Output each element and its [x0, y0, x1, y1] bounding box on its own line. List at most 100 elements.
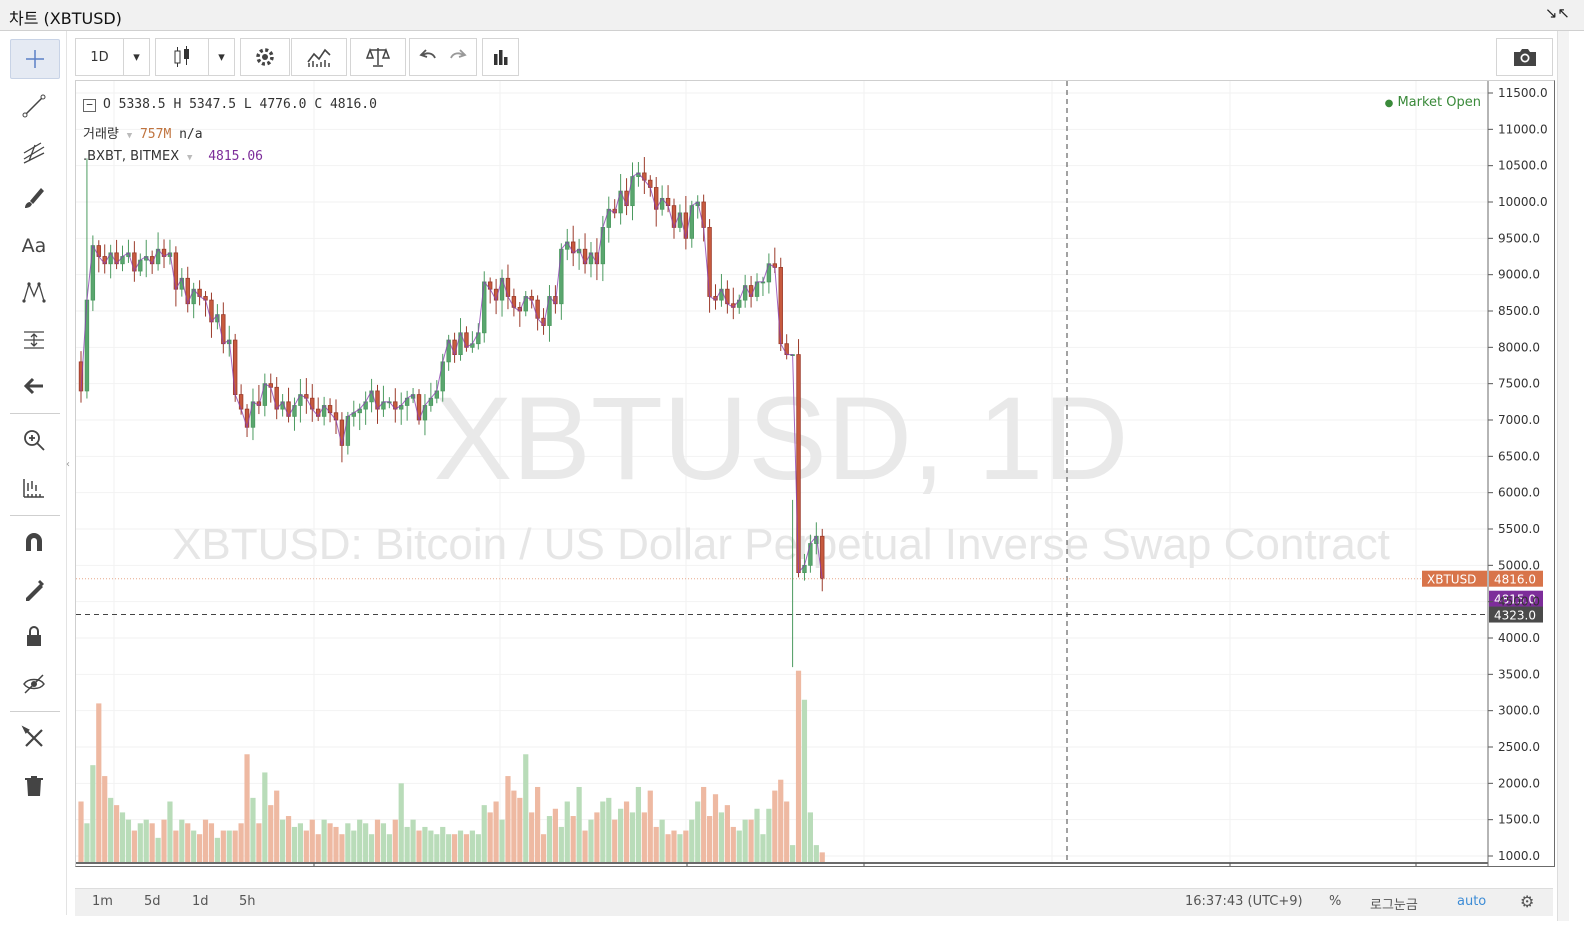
volume-bar [238, 823, 244, 862]
trend-line-icon[interactable] [10, 87, 58, 125]
text-icon[interactable]: Aa [21, 235, 47, 257]
ruler-icon[interactable] [10, 469, 58, 507]
volume-bar [434, 834, 440, 862]
indicators-icon[interactable] [291, 38, 347, 76]
volume-na: n/a [179, 127, 203, 142]
volume-bar [368, 834, 375, 862]
volume-bar [517, 797, 523, 862]
compare-icon[interactable] [350, 38, 406, 76]
candles [78, 157, 825, 668]
magnet-icon[interactable] [10, 523, 58, 561]
volume-bar [813, 845, 819, 862]
brush-icon[interactable] [10, 179, 58, 217]
back-arrow-icon[interactable] [10, 367, 58, 405]
camera-icon[interactable] [1496, 38, 1553, 76]
volume-bar [90, 765, 96, 862]
zoom-in-icon[interactable] [10, 421, 58, 459]
volume-bar [280, 819, 286, 862]
percent-toggle[interactable]: % [1329, 894, 1342, 909]
lock-icon[interactable] [10, 617, 58, 655]
volume-bar [102, 776, 108, 862]
volume-bar [309, 819, 315, 862]
volume-bar [784, 801, 790, 862]
volume-bar [629, 812, 636, 862]
volume-bar [422, 826, 428, 862]
volume-bar [113, 805, 120, 862]
range-5h[interactable]: 5h [239, 894, 256, 909]
scrollbar[interactable] [1557, 31, 1569, 921]
crosshair-icon[interactable] [10, 39, 60, 79]
pitchfork-icon[interactable] [10, 133, 58, 171]
undo-icon[interactable] [418, 48, 436, 66]
gear-icon[interactable] [240, 38, 290, 76]
range-1m[interactable]: 1m [92, 894, 113, 909]
log-scale-toggle[interactable]: 로그눈금 [1370, 898, 1418, 913]
volume-bar [410, 819, 416, 862]
volume-bar [659, 819, 665, 862]
volume-bar [137, 823, 143, 862]
volume-bar [540, 834, 547, 862]
price-chart[interactable]: XBTUSD, 1D XBTUSD: Bitcoin / US Dollar P… [76, 81, 1554, 866]
chevron-down-icon[interactable]: ▼ [126, 131, 133, 141]
clock: 16:37:43 (UTC+9) [1185, 894, 1303, 909]
bar-chart-icon[interactable] [482, 38, 519, 76]
legend-collapse-icon[interactable]: − [83, 99, 96, 112]
volume-bar [570, 816, 576, 862]
volume-bar [535, 786, 541, 862]
volume-bar [618, 808, 624, 862]
volume-bar [274, 790, 280, 862]
collapse-arrows-icon[interactable]: ↘↖ [1544, 4, 1570, 22]
y-tick-label: 11000.0 [1498, 122, 1548, 136]
last-price-tag-bg [1489, 570, 1543, 587]
volume-bar [167, 801, 173, 862]
volume-bar [795, 670, 802, 862]
candle-style-icon[interactable] [155, 38, 209, 76]
tools-icon[interactable] [10, 719, 58, 757]
interval-button[interactable]: 1D [75, 38, 124, 76]
y-tick-label: 4000.0 [1498, 631, 1540, 645]
volume-bar [380, 823, 387, 862]
hide-icon[interactable] [10, 665, 58, 703]
volume-bar [748, 819, 754, 862]
auto-scale-toggle[interactable]: auto [1457, 894, 1487, 909]
range-5d[interactable]: 5d [144, 894, 161, 909]
volume-bar [790, 845, 796, 862]
pencil-lock-icon[interactable] [10, 571, 58, 609]
volume-bar [475, 834, 481, 862]
volume-bar [451, 834, 458, 862]
volume-bar [695, 801, 701, 862]
watermark-description: XBTUSD: Bitcoin / US Dollar Perpetual In… [172, 520, 1390, 569]
volume-bar [244, 754, 250, 862]
bottom-bar: 1m 5d 1d 5h 16:37:43 (UTC+9) % 로그눈금 auto… [75, 888, 1553, 916]
redo-icon[interactable] [450, 48, 468, 66]
volume-bar [386, 834, 392, 862]
gear-icon[interactable]: ⚙ [1520, 892, 1535, 911]
y-tick-label: 2500.0 [1498, 740, 1540, 754]
volume-bar [511, 790, 517, 862]
volume-bar [339, 834, 345, 862]
y-tick-label: 4500.0 [1498, 595, 1540, 609]
collapse-handle-icon[interactable]: ‹ [66, 459, 70, 470]
volume-bar [576, 786, 582, 862]
candle-body [78, 361, 84, 392]
y-tick-label: 6500.0 [1498, 449, 1540, 463]
y-tick-label: 7500.0 [1498, 377, 1540, 391]
index-price-tag: 4815.0 [1494, 593, 1536, 607]
volume-bar [446, 834, 452, 862]
chevron-down-icon[interactable]: ▾ [123, 38, 150, 76]
volume-bar [202, 819, 209, 862]
volume-bar [523, 754, 529, 862]
chart-area[interactable]: XBTUSD, 1D XBTUSD: Bitcoin / US Dollar P… [75, 80, 1555, 867]
y-tick-label: 9500.0 [1498, 231, 1540, 245]
volume-bar [303, 830, 309, 862]
range-1d[interactable]: 1d [192, 894, 209, 909]
measure-icon[interactable] [10, 321, 58, 359]
chevron-down-icon[interactable]: ▾ [208, 38, 235, 76]
volume-bar [457, 830, 464, 862]
trash-icon[interactable] [10, 767, 58, 805]
pattern-icon[interactable] [10, 273, 58, 311]
chevron-down-icon[interactable]: ▼ [186, 153, 193, 163]
volume-bar [191, 830, 197, 862]
volume-bar [671, 830, 677, 862]
